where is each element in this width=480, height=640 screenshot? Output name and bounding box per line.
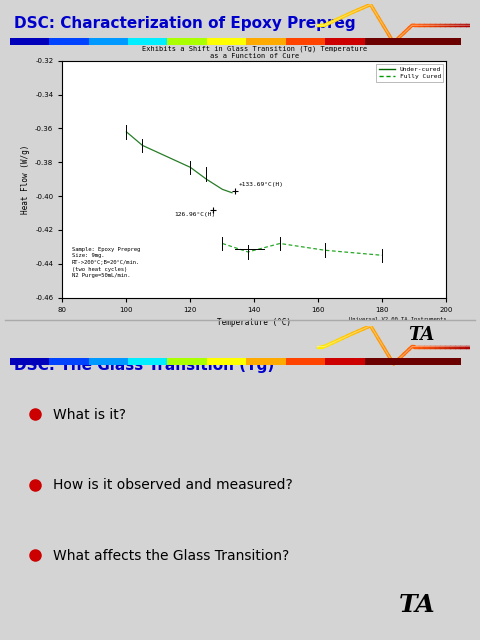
X-axis label: Temperature (°C): Temperature (°C) (217, 318, 291, 327)
Text: Universal V2.00 TA Instruments: Universal V2.00 TA Instruments (349, 317, 446, 321)
Legend: Under-cured, Fully Cured: Under-cured, Fully Cured (376, 64, 443, 81)
Text: DSC: Characterization of Epoxy Prepreg: DSC: Characterization of Epoxy Prepreg (14, 16, 356, 31)
Text: 126.96°C(H): 126.96°C(H) (174, 212, 216, 218)
Text: What affects the Glass Transition?: What affects the Glass Transition? (53, 548, 289, 563)
Title: Epoxy Prepreg Sample
Exhibits a Shift in Glass Transition (Tg) Temperature
as a : Epoxy Prepreg Sample Exhibits a Shift in… (142, 38, 367, 59)
Text: Sample: Epoxy Prepreg
Size: 9mg.
RT->200°C;B=20°C/min.
(two heat cycles)
N2 Purg: Sample: Epoxy Prepreg Size: 9mg. RT->200… (72, 247, 140, 278)
Text: +133.69°C(H): +133.69°C(H) (239, 182, 283, 187)
Text: How is it observed and measured?: How is it observed and measured? (53, 478, 292, 492)
Text: TA: TA (399, 593, 436, 617)
Text: What is it?: What is it? (53, 408, 126, 422)
Y-axis label: Heat Flow (W/g): Heat Flow (W/g) (21, 145, 30, 214)
Text: TA: TA (408, 326, 435, 344)
Text: DSC: The Glass Transition (Tg): DSC: The Glass Transition (Tg) (14, 358, 275, 373)
